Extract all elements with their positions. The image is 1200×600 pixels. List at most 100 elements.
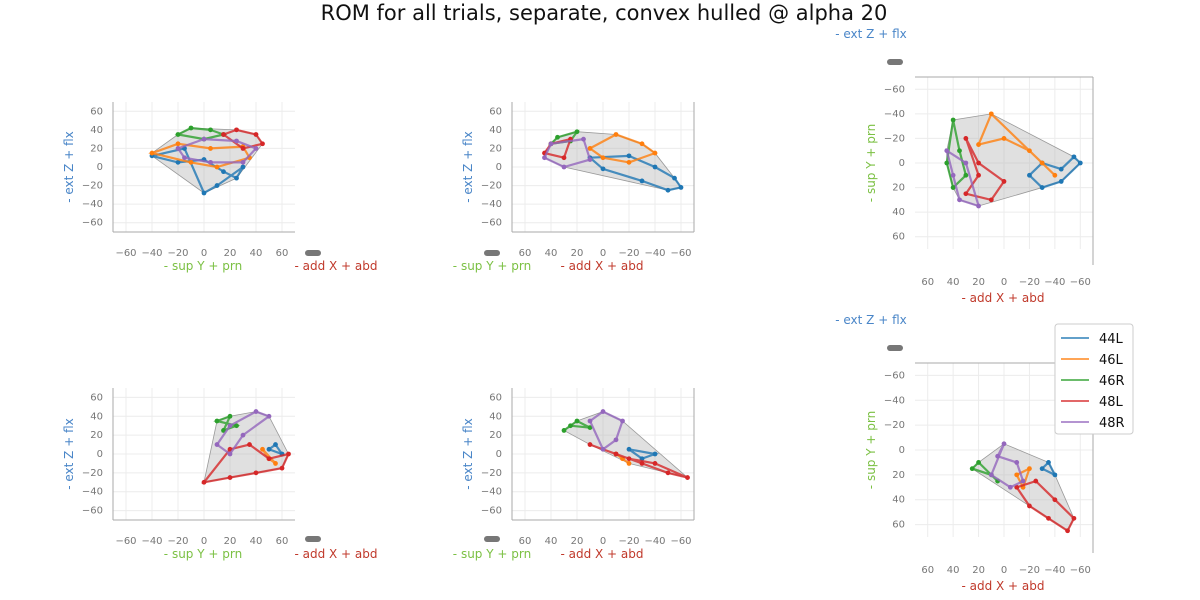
z-axis-label: - ext Z + flx	[461, 131, 475, 203]
point-46L	[639, 141, 645, 147]
point-46L	[1027, 148, 1032, 154]
point-46L	[626, 461, 632, 466]
tick-label-h: 0	[1001, 277, 1007, 288]
z-axis-label: - ext Z + flx	[461, 418, 475, 490]
tick-label-v: −60	[481, 218, 502, 229]
tick-label-v: 20	[892, 470, 905, 481]
panel-row2-front: −60 −60 −40 −40 −20 −20 0 0 20 20 40 40 60 60 - sup Y …	[62, 388, 378, 561]
point-44L	[1052, 472, 1058, 478]
trajectory-44L	[1027, 155, 1082, 189]
y-axis-label: - sup Y + prn	[164, 259, 242, 273]
point-48L	[234, 127, 239, 133]
point-44L	[652, 164, 658, 170]
tick-label-h: 40	[947, 277, 960, 288]
point-48R	[214, 442, 220, 447]
point-48L	[240, 146, 246, 151]
legend-frame	[1054, 323, 1134, 435]
legend-label-48R: 48R	[1099, 416, 1125, 431]
depth-axis-marker	[887, 59, 903, 65]
point-44L	[266, 446, 272, 452]
tick-label-h: 60	[519, 536, 532, 547]
tick-label-v: 60	[892, 520, 905, 531]
tick-label-v: −40	[481, 487, 502, 498]
point-48L	[626, 456, 632, 462]
point-48R	[950, 172, 956, 178]
tick-label-v: 20	[489, 143, 502, 154]
tick-label-v: 20	[489, 430, 502, 441]
tick-label-h: 60	[921, 565, 934, 576]
point-46R	[234, 423, 239, 429]
tick-label-v: −20	[82, 468, 103, 479]
point-48L	[587, 442, 593, 447]
panel-row1-top: −60 −60 −40 −40 −20 −20 0 0 20 20 40 40 60 60 - add X …	[835, 27, 1094, 305]
point-48R	[227, 423, 233, 429]
y-axis-label: - sup Y + prn	[164, 547, 242, 561]
point-46L	[988, 111, 994, 117]
point-44L	[1027, 172, 1032, 178]
point-46L	[214, 164, 220, 170]
point-48R	[234, 138, 239, 144]
point-48L	[266, 456, 272, 462]
point-46R	[963, 172, 969, 178]
point-48L	[1033, 478, 1039, 484]
point-48L	[561, 155, 567, 161]
point-48R	[988, 472, 994, 478]
point-46R	[950, 185, 956, 190]
point-46R	[188, 125, 194, 131]
legend-label-44L: 44L	[1099, 332, 1124, 347]
point-46L	[188, 159, 194, 165]
tick-label-h: 20	[224, 248, 237, 259]
tick-label-h: −60	[115, 248, 136, 259]
y-axis-label: - sup Y + prn	[453, 259, 531, 273]
point-48R	[240, 159, 246, 165]
point-46L	[1027, 466, 1032, 472]
tick-label-v: −40	[82, 487, 103, 498]
tick-label-h: 20	[224, 536, 237, 547]
tick-label-h: −60	[1070, 277, 1091, 288]
x-axis-label: - add X + abd	[560, 259, 643, 273]
tick-label-v: 40	[90, 411, 103, 422]
point-48L	[279, 465, 285, 471]
depth-axis-marker	[887, 345, 903, 351]
point-48R	[963, 160, 969, 166]
tick-label-h: 0	[1001, 565, 1007, 576]
point-48R	[548, 141, 554, 147]
tick-label-h: 0	[600, 536, 606, 547]
panel-row1-front: −60 −60 −40 −40 −20 −20 0 0 20 20 40 40 60 60 - sup Y …	[62, 102, 378, 273]
point-48R	[240, 432, 246, 438]
tick-label-v: −60	[82, 218, 103, 229]
point-48R	[587, 157, 593, 162]
point-48R	[1007, 484, 1013, 490]
point-48R	[227, 451, 233, 457]
legend-label-48L: 48L	[1099, 395, 1124, 410]
point-44L	[678, 185, 684, 190]
tick-label-h: 20	[571, 248, 584, 259]
tick-label-h: 40	[545, 248, 558, 259]
point-46L	[587, 146, 593, 151]
tick-label-h: 0	[201, 248, 207, 259]
tick-label-v: 0	[97, 162, 103, 173]
point-44L	[665, 187, 671, 193]
x-axis-label: - add X + abd	[294, 259, 377, 273]
point-48L	[201, 479, 207, 485]
point-44L	[214, 183, 220, 188]
tick-label-v: −60	[884, 370, 905, 381]
point-48R	[253, 409, 259, 414]
tick-label-v: −60	[82, 506, 103, 517]
point-48L	[652, 461, 658, 466]
point-46R	[214, 418, 220, 424]
point-46L	[149, 150, 155, 156]
point-46R	[587, 425, 593, 430]
tick-label-v: 0	[899, 158, 905, 169]
tick-label-h: −40	[141, 248, 162, 259]
point-44L	[626, 446, 632, 452]
tick-label-h: 40	[545, 536, 558, 547]
tick-label-h: 40	[947, 565, 960, 576]
point-46L	[976, 142, 981, 147]
tick-label-h: 40	[250, 248, 263, 259]
legend: 44L 46L 46R 48L 48R	[1054, 323, 1134, 435]
tick-label-v: 40	[90, 125, 103, 136]
depth-axis-marker	[305, 536, 321, 542]
